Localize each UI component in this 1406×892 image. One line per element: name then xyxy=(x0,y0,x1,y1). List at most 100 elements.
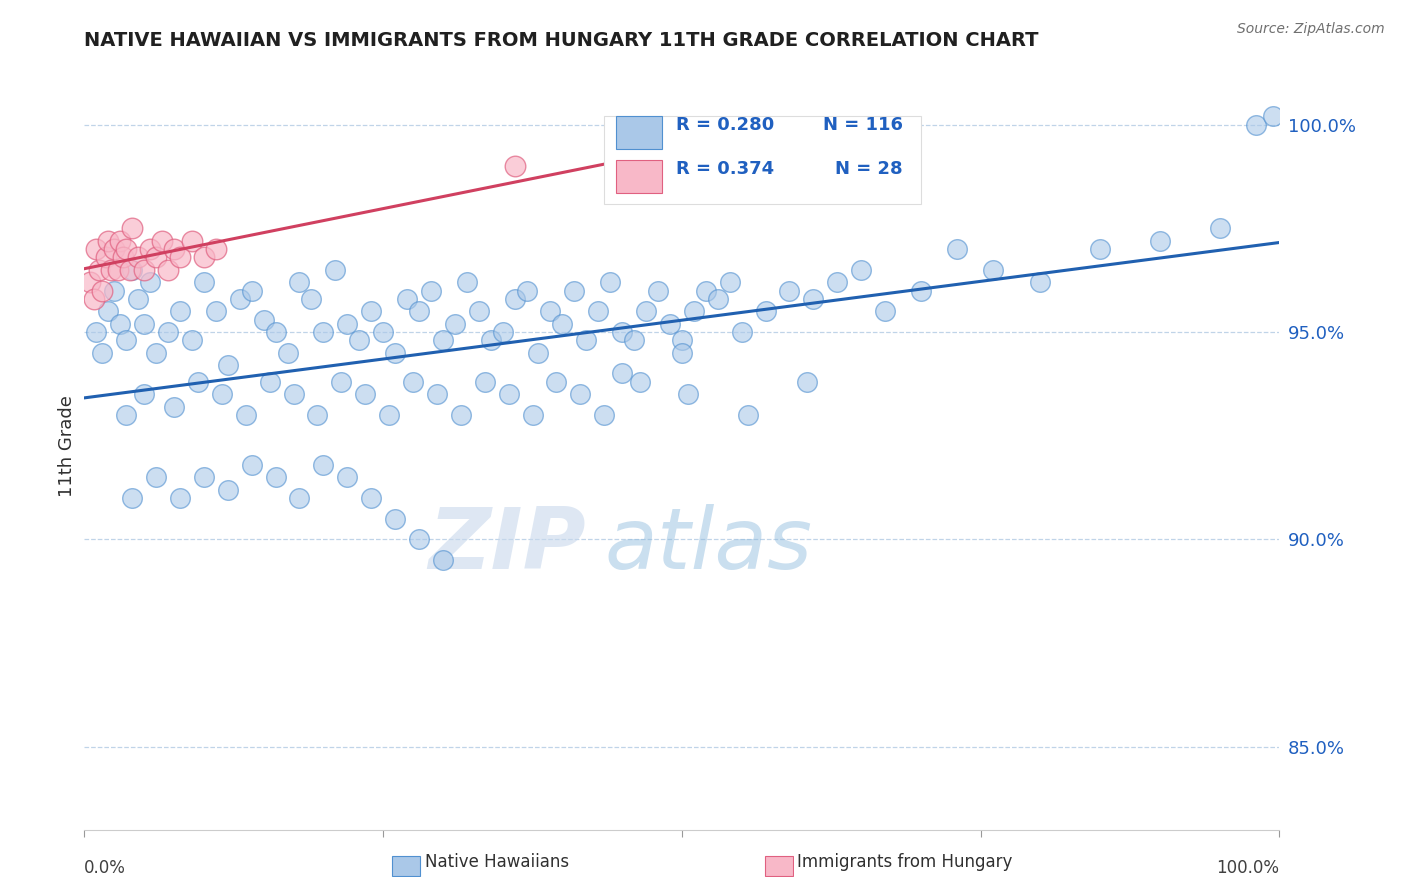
Point xyxy=(1149,234,1171,248)
Point xyxy=(139,242,162,256)
Point xyxy=(420,284,443,298)
Point xyxy=(396,292,419,306)
Point xyxy=(628,375,651,389)
Point xyxy=(132,317,156,331)
Point xyxy=(731,325,754,339)
Point xyxy=(378,408,401,422)
Point xyxy=(163,400,186,414)
Point xyxy=(875,304,897,318)
Point xyxy=(283,387,305,401)
Point xyxy=(851,262,873,277)
Point xyxy=(288,491,311,505)
Point xyxy=(145,470,167,484)
Text: 100.0%: 100.0% xyxy=(1216,859,1279,877)
Point xyxy=(360,491,382,505)
Point xyxy=(647,284,669,298)
Point xyxy=(235,408,257,422)
Point xyxy=(588,304,610,318)
Point xyxy=(100,262,122,277)
Point xyxy=(910,284,932,298)
Point xyxy=(86,325,108,339)
Point xyxy=(217,358,239,372)
Point xyxy=(540,304,562,318)
Point xyxy=(107,262,129,277)
Point xyxy=(111,250,134,264)
Point xyxy=(325,262,347,277)
Point xyxy=(193,470,215,484)
Point xyxy=(731,138,754,153)
Point xyxy=(803,292,825,306)
Point xyxy=(86,242,108,256)
Point xyxy=(150,234,173,248)
Point xyxy=(551,317,574,331)
Point xyxy=(444,317,467,331)
Point xyxy=(83,292,105,306)
Point xyxy=(139,275,162,289)
Point xyxy=(264,325,287,339)
Text: R = 0.280: R = 0.280 xyxy=(676,116,775,134)
Point xyxy=(145,250,167,264)
Point xyxy=(492,325,515,339)
Point xyxy=(312,325,335,339)
Point xyxy=(307,408,329,422)
Point xyxy=(827,275,849,289)
Point xyxy=(181,234,204,248)
Point xyxy=(354,387,377,401)
Point xyxy=(612,367,634,381)
Point xyxy=(110,234,132,248)
Point xyxy=(330,375,353,389)
Point xyxy=(121,491,143,505)
Point xyxy=(169,250,191,264)
Point xyxy=(163,242,186,256)
Point xyxy=(1090,242,1112,256)
Point xyxy=(1244,118,1267,132)
Text: atlas: atlas xyxy=(605,504,813,587)
FancyBboxPatch shape xyxy=(616,161,662,193)
Point xyxy=(87,262,110,277)
Point xyxy=(211,387,233,401)
Point xyxy=(676,387,699,401)
Point xyxy=(1209,221,1232,235)
Text: ZIP: ZIP xyxy=(429,504,586,587)
Point xyxy=(612,325,634,339)
Point xyxy=(623,333,645,347)
Point xyxy=(169,304,191,318)
Point xyxy=(796,375,818,389)
Text: Source: ZipAtlas.com: Source: ZipAtlas.com xyxy=(1237,22,1385,37)
Point xyxy=(479,333,502,347)
Point xyxy=(593,408,616,422)
Point xyxy=(755,304,778,318)
Point xyxy=(408,304,430,318)
Point xyxy=(575,333,598,347)
Point xyxy=(115,333,138,347)
Point xyxy=(127,250,149,264)
Point xyxy=(277,345,299,359)
Point xyxy=(659,317,682,331)
Point xyxy=(336,470,359,484)
Point xyxy=(432,553,454,567)
Point xyxy=(187,375,209,389)
Point xyxy=(288,275,311,289)
Y-axis label: 11th Grade: 11th Grade xyxy=(58,395,76,497)
Point xyxy=(240,284,263,298)
Point xyxy=(193,275,215,289)
Text: 0.0%: 0.0% xyxy=(84,859,127,877)
Point xyxy=(946,242,969,256)
Point xyxy=(384,345,406,359)
Point xyxy=(157,262,180,277)
Point xyxy=(312,458,335,472)
Point xyxy=(121,262,143,277)
Point xyxy=(737,408,759,422)
Point xyxy=(432,333,454,347)
Point xyxy=(127,292,149,306)
Point xyxy=(97,304,120,318)
Point xyxy=(240,458,263,472)
Point xyxy=(1029,275,1052,289)
Point xyxy=(695,284,717,298)
Point xyxy=(636,304,658,318)
Point xyxy=(522,408,544,422)
Point xyxy=(301,292,323,306)
Text: R = 0.374: R = 0.374 xyxy=(676,160,775,178)
Point xyxy=(503,292,526,306)
Point xyxy=(264,470,287,484)
